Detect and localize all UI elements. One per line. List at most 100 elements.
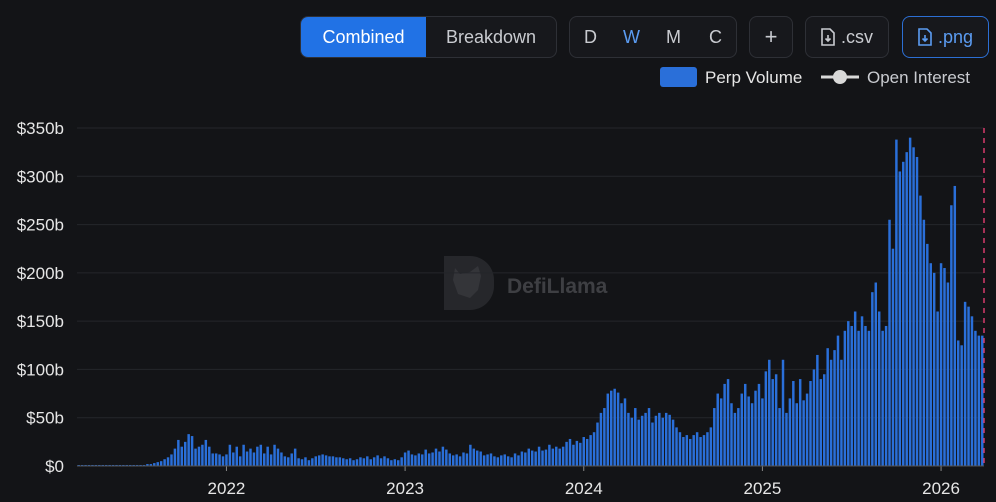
bar xyxy=(458,456,462,466)
y-tick-label: $150b xyxy=(17,312,64,331)
bar xyxy=(555,446,558,466)
bar xyxy=(252,452,256,466)
bar xyxy=(486,454,489,466)
bar xyxy=(469,444,472,466)
bar xyxy=(534,451,537,466)
bar xyxy=(372,457,376,466)
interval-toggle: D W M C xyxy=(569,16,737,58)
bar xyxy=(434,448,438,466)
legend-swatch xyxy=(660,67,697,87)
bar xyxy=(812,369,816,466)
interval-button[interactable]: D xyxy=(584,26,597,47)
bar xyxy=(816,354,819,466)
bar xyxy=(479,451,482,466)
bar xyxy=(651,422,654,466)
interval-button[interactable]: M xyxy=(666,26,681,47)
bar xyxy=(853,311,857,466)
bar xyxy=(462,452,465,466)
bar xyxy=(685,435,689,466)
bar xyxy=(579,442,582,466)
bar xyxy=(919,195,922,466)
bar xyxy=(950,205,953,466)
bar xyxy=(359,457,362,466)
bar xyxy=(798,379,802,466)
bar xyxy=(541,450,544,466)
bar xyxy=(280,452,283,466)
bar xyxy=(867,330,871,466)
bar xyxy=(970,316,974,466)
bar xyxy=(847,321,850,466)
bar xyxy=(743,383,747,466)
bar xyxy=(981,335,984,466)
bar xyxy=(582,437,585,466)
bar xyxy=(342,458,345,466)
bar xyxy=(640,415,644,466)
y-tick-label: $0 xyxy=(45,457,64,476)
bar xyxy=(355,459,359,466)
bar xyxy=(654,415,658,466)
bar xyxy=(953,185,957,466)
bar xyxy=(609,390,613,466)
bar xyxy=(881,330,884,466)
bar xyxy=(943,268,946,466)
legend-label[interactable]: Open Interest xyxy=(867,68,970,87)
bar xyxy=(493,456,496,466)
bar xyxy=(424,449,427,466)
bar xyxy=(823,374,826,466)
bar xyxy=(396,460,400,466)
bar xyxy=(616,392,620,466)
y-tick-label: $100b xyxy=(17,360,64,379)
bar xyxy=(482,455,486,466)
bar xyxy=(829,359,833,466)
bar xyxy=(716,393,719,466)
bar xyxy=(836,335,840,466)
add-button[interactable]: + xyxy=(749,16,793,58)
bar xyxy=(750,403,754,466)
bar xyxy=(297,458,300,466)
legend-label[interactable]: Perp Volume xyxy=(705,68,802,87)
view-button[interactable]: Breakdown xyxy=(445,26,537,47)
bar xyxy=(338,457,342,466)
png-button[interactable]: .png xyxy=(902,16,989,58)
y-tick-label: $200b xyxy=(17,264,64,283)
bar xyxy=(208,446,211,466)
csv-label: .csv xyxy=(840,26,873,47)
bar xyxy=(214,453,218,466)
png-label: .png xyxy=(937,26,974,47)
bar xyxy=(438,451,441,466)
bar xyxy=(390,460,393,466)
bar xyxy=(572,444,575,466)
csv-button[interactable]: .csv xyxy=(805,16,889,58)
x-tick-label: 2024 xyxy=(565,479,603,498)
bar xyxy=(156,462,159,466)
bar xyxy=(194,448,197,466)
bar xyxy=(723,383,726,466)
bar xyxy=(183,441,187,466)
bar xyxy=(768,359,771,466)
bar xyxy=(379,458,383,466)
bar xyxy=(245,451,249,466)
bar xyxy=(613,388,616,466)
bar xyxy=(441,446,445,466)
bar xyxy=(403,452,407,466)
bar xyxy=(335,457,338,466)
bar xyxy=(448,453,452,466)
bar xyxy=(719,398,723,466)
bar xyxy=(895,139,898,467)
view-toggle: Combined Breakdown xyxy=(300,16,557,58)
bar xyxy=(177,439,180,466)
bar xyxy=(146,464,149,466)
view-button[interactable]: Combined xyxy=(301,17,426,57)
bar xyxy=(977,335,981,466)
bar xyxy=(592,432,596,466)
y-tick-label: $250b xyxy=(17,216,64,235)
bar xyxy=(383,456,386,466)
bar xyxy=(568,438,572,466)
bar xyxy=(166,457,170,466)
bar xyxy=(455,454,458,466)
file-icon xyxy=(821,28,835,46)
interval-button[interactable]: W xyxy=(623,26,640,47)
bar xyxy=(331,456,335,466)
bar xyxy=(362,458,366,466)
interval-button[interactable]: C xyxy=(709,26,722,47)
